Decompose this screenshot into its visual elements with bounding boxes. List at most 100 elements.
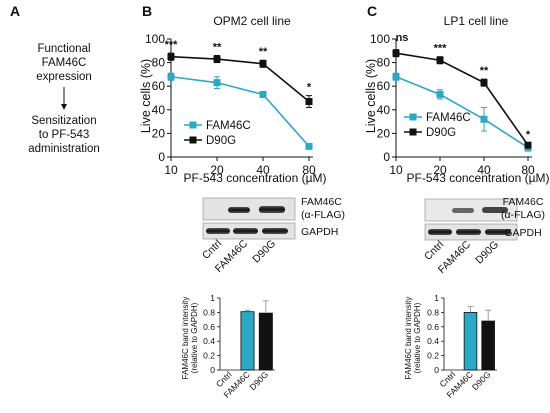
blot-label-gapdh: GAPDH <box>504 227 541 239</box>
panel-a: A Functional FAM46C expression Sensitiza… <box>10 3 100 155</box>
bar-y-tick-label: 0.8 <box>203 307 215 317</box>
bar-y-tick-label: 0.4 <box>203 336 215 346</box>
blot-gapdh-band-cntrl <box>206 228 230 234</box>
line-chart-x-label: PF-543 concentration (µM) <box>184 171 327 185</box>
blot-flag-band-fam46c <box>452 208 474 213</box>
bar-chart-y-label-1: FAM46C band intensity <box>404 297 413 380</box>
y-tick-label: 40 <box>377 103 391 117</box>
data-point-fam46c <box>167 73 175 81</box>
bar-d90g <box>258 312 273 371</box>
significance-label: ** <box>480 65 489 77</box>
bar-fam46c <box>463 311 478 371</box>
significance-label: ** <box>259 46 268 58</box>
x-tick-label: 10 <box>389 163 403 177</box>
x-tick-label: 40 <box>256 163 270 177</box>
data-point-d90g <box>480 79 488 87</box>
x-tick-label: 20 <box>210 163 224 177</box>
blot-label-fam46c: FAM46C <box>301 196 342 208</box>
bar-y-tick-label: 0.6 <box>427 322 439 332</box>
significance-label: *** <box>434 43 448 55</box>
panel-c: C LP1 cell line Live cells (%) PF-543 co… <box>364 3 549 400</box>
y-tick-label: 20 <box>377 126 391 140</box>
flow-bottom-line-3: administration <box>28 143 100 155</box>
bar-y-tick-label: 0.4 <box>427 336 439 346</box>
line-chart-title: LP1 cell line <box>444 14 509 28</box>
bar-y-tick-label: 1 <box>434 293 439 303</box>
y-tick-label: 100 <box>370 32 390 46</box>
legend-marker-fam46c <box>409 113 417 121</box>
y-tick-label: 0 <box>158 150 165 164</box>
significance-label: * <box>307 82 312 94</box>
lane-label-d90g: D90G <box>473 239 501 267</box>
data-point-d90g <box>392 49 400 57</box>
blot-gapdh-band-d90g <box>262 228 288 234</box>
line-chart-y-label: Live cells (%) <box>139 59 153 133</box>
bar-chart-y-label-1: FAM46C band intensity <box>181 297 190 380</box>
series-line-fam46c <box>395 76 529 149</box>
legend-marker-d90g <box>409 128 417 136</box>
data-point-fam46c <box>392 73 400 81</box>
significance-label: ns <box>396 32 409 44</box>
y-tick-label: 100 <box>145 32 165 46</box>
flow-top-line-2: FAM46C <box>42 57 87 69</box>
y-tick-label: 80 <box>152 56 166 70</box>
data-point-fam46c <box>305 142 313 150</box>
x-tick-label: 80 <box>521 163 535 177</box>
bar-chart-y-label-2: (relative to GAPDH) <box>413 302 422 373</box>
flow-bottom-box: Sensitization to PF-543 administration <box>28 115 100 155</box>
bar-y-tick-label: 0.2 <box>203 351 215 361</box>
data-point-fam46c <box>480 115 488 123</box>
legend-label-fam46c: FAM46C <box>426 112 471 124</box>
line-chart-legend: FAM46C D90G <box>184 120 251 147</box>
bar-d90g <box>481 320 495 371</box>
bar-fam46c <box>240 311 255 371</box>
significance-label: ** <box>213 42 222 54</box>
y-tick-label: 80 <box>377 56 391 70</box>
data-point-d90g <box>259 60 267 68</box>
flow-top-box: Functional FAM46C expression <box>36 43 92 83</box>
bar-y-tick-label: 0 <box>210 365 215 375</box>
bar-y-tick-label: 0.2 <box>427 351 439 361</box>
data-point-d90g <box>305 98 313 106</box>
legend-marker-fam46c <box>189 121 197 129</box>
western-blot: FAM46C (α-FLAG) GAPDH Cntrl FAM46C D90G <box>200 196 345 275</box>
blot-flag-band-fam46c <box>228 207 250 213</box>
bar-y-tick-label: 1 <box>210 293 215 303</box>
data-point-d90g <box>524 141 532 149</box>
bar-chart-y-label-2: (relative to GAPDH) <box>190 302 199 373</box>
flow-top-line-3: expression <box>36 71 92 83</box>
data-point-d90g <box>167 53 175 61</box>
panel-letter-c: C <box>367 3 377 19</box>
lane-label-cntrl: Cntrl <box>422 239 446 263</box>
western-blot: FAM46C (α-FLAG) GAPDH Cntrl FAM46C D90G <box>422 196 545 276</box>
lane-label-d90g: D90G <box>250 238 278 266</box>
y-tick-label: 40 <box>152 103 166 117</box>
blot-gapdh-band-fam46c <box>233 228 258 234</box>
legend-label-d90g: D90G <box>206 135 236 147</box>
blot-label-gapdh: GAPDH <box>301 226 338 238</box>
y-tick-label: 0 <box>383 150 390 164</box>
x-tick-label: 10 <box>164 163 178 177</box>
data-point-d90g <box>213 55 221 63</box>
data-point-fam46c <box>436 90 444 98</box>
series-line-d90g <box>170 55 310 103</box>
bar-y-tick-label: 0.8 <box>427 307 439 317</box>
panel-letter-a: A <box>10 3 20 19</box>
blot-label-flag: (α-FLAG) <box>501 209 545 221</box>
x-tick-label: 20 <box>433 163 447 177</box>
line-chart-legend: FAM46C D90G <box>404 112 471 139</box>
blot-label-flag: (α-FLAG) <box>301 209 345 221</box>
line-chart-x-label: PF-543 concentration (µM) <box>407 171 550 185</box>
line-chart-title: OPM2 cell line <box>213 14 291 28</box>
flow-top-line-1: Functional <box>37 43 90 55</box>
data-point-fam46c <box>259 90 267 98</box>
line-chart-y-label: Live cells (%) <box>364 59 378 133</box>
data-point-fam46c <box>213 79 221 87</box>
x-tick-label: 40 <box>477 163 491 177</box>
blot-flag-band-d90g <box>482 207 508 213</box>
y-tick-label: 60 <box>377 79 391 93</box>
bar-y-tick-label: 0 <box>434 365 439 375</box>
